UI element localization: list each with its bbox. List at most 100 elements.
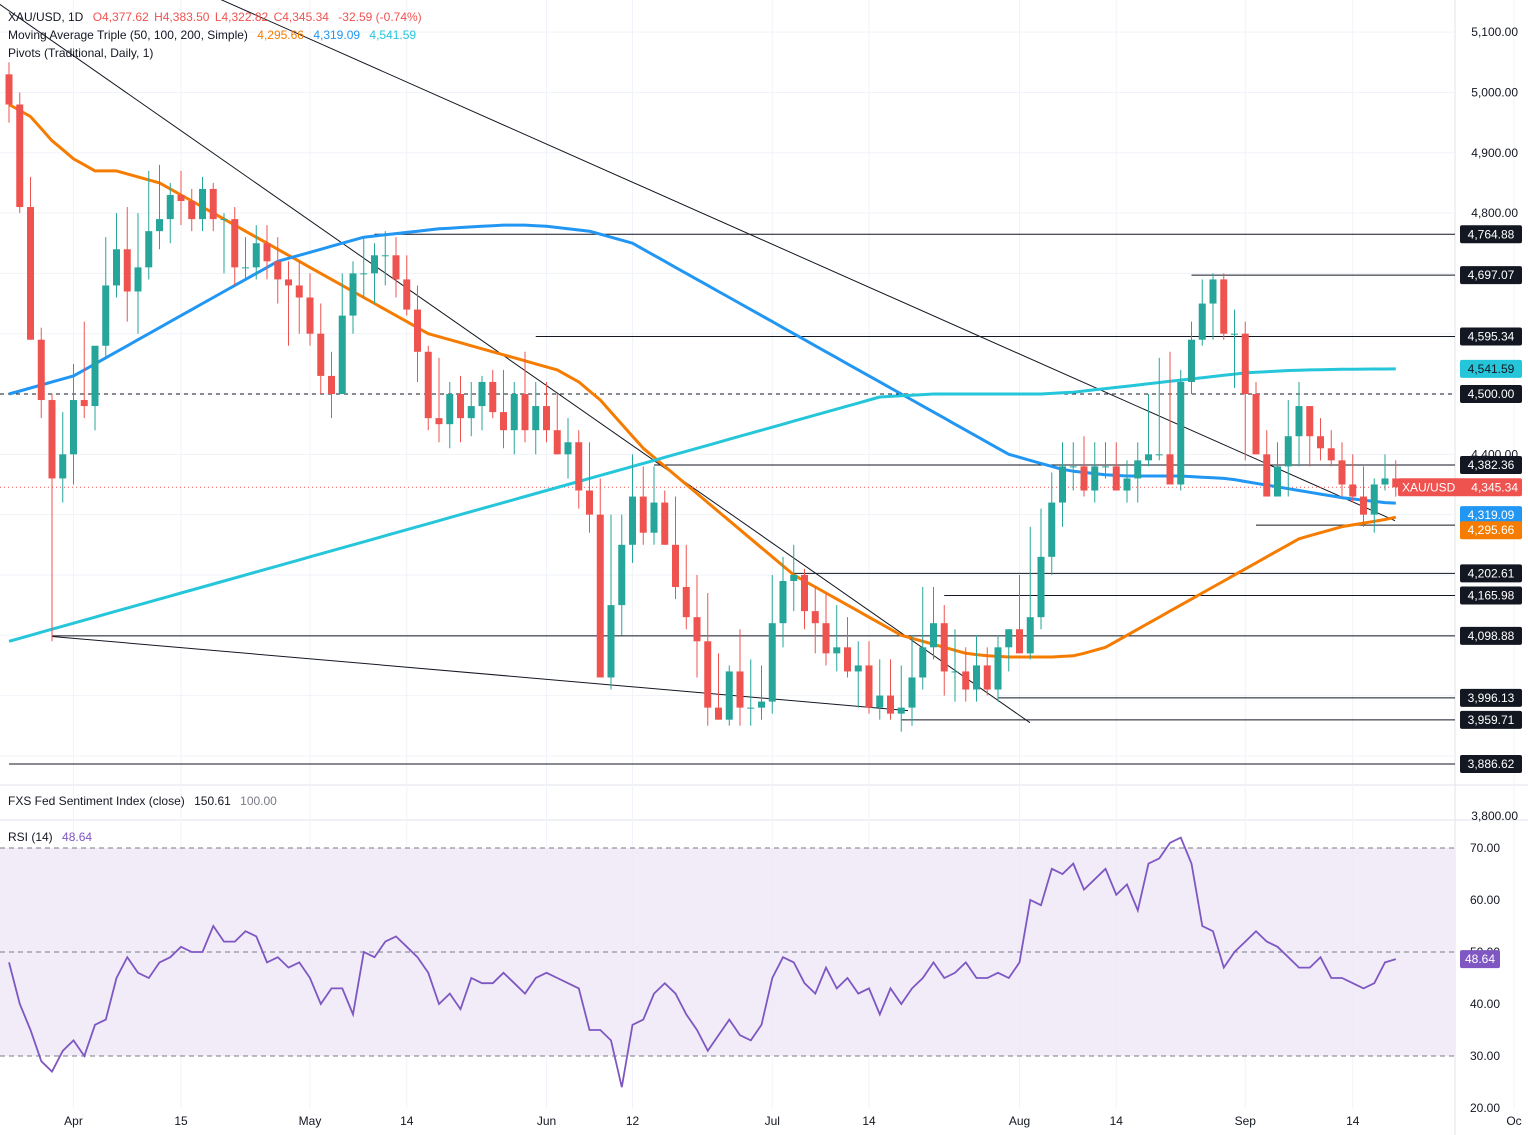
candle-body: [209, 188, 217, 220]
candle-body: [1295, 406, 1303, 437]
candle-body: [887, 695, 894, 714]
candle-body: [1145, 454, 1152, 461]
ma100-line: [8, 223, 1396, 505]
candle-body: [1370, 484, 1378, 515]
candle-body: [704, 641, 712, 708]
candle-body: [639, 496, 647, 533]
ma200-value: 4,541.59: [369, 28, 417, 42]
candle-body: [1177, 381, 1185, 485]
candle-body: [188, 201, 196, 220]
ma200-line: [8, 367, 1396, 643]
candle-body: [768, 623, 776, 702]
candle-body: [1005, 629, 1013, 648]
time-axis-tick: 14: [1346, 1114, 1360, 1128]
candle-body: [1102, 466, 1109, 468]
candle-body: [70, 400, 77, 455]
candle-body: [521, 394, 529, 431]
level-label-box: [1460, 225, 1522, 244]
candle-body: [618, 544, 626, 606]
candle-body: [715, 707, 722, 720]
rsi-axis-tick: 20.00: [1470, 1101, 1500, 1115]
rsi-value-label: 48.64: [1465, 952, 1495, 966]
price-axis-tick: 4,900.00: [1471, 146, 1518, 160]
candle-body: [983, 665, 991, 690]
level-label: 4,764.88: [1468, 227, 1515, 241]
candle-body: [725, 671, 733, 720]
price-axis-tick: 4,800.00: [1471, 206, 1518, 220]
candle-body: [682, 587, 690, 618]
candle-body: [317, 333, 325, 376]
rsi-axis-tick: 70.00: [1470, 841, 1500, 855]
sentiment-legend: FXS Fed Sentiment Index (close) 150.61 1…: [8, 794, 283, 808]
candle-body: [1080, 466, 1088, 491]
time-axis-tick: Oc: [1506, 1114, 1521, 1128]
candle-body: [467, 406, 475, 419]
candle-body: [951, 671, 959, 673]
sentiment-value: 150.61: [194, 794, 231, 808]
candle-body: [930, 623, 937, 648]
candle-body: [338, 315, 346, 395]
candle-body: [1048, 502, 1056, 557]
open-value: O4,377.62: [92, 10, 149, 24]
time-axis-tick: 14: [862, 1114, 876, 1128]
candle-body: [403, 279, 411, 310]
level-label-box: [1460, 385, 1522, 404]
candle-body: [564, 442, 572, 455]
level-label: 4,165.98: [1468, 588, 1515, 602]
level-label: 4,098.88: [1468, 629, 1515, 643]
candle-body: [295, 285, 303, 298]
candle-body: [607, 605, 615, 678]
candle-body: [80, 400, 88, 407]
candle-body: [1026, 617, 1034, 654]
candle-body: [5, 74, 13, 105]
ma-label: Moving Average Triple (50, 100, 200, Sim…: [8, 28, 248, 42]
candle-body: [736, 671, 744, 708]
candle-body: [1112, 466, 1120, 491]
level-label: 4,382.36: [1468, 458, 1515, 472]
rsi-axis-tick: 30.00: [1470, 1049, 1500, 1063]
candle-body: [1360, 496, 1367, 515]
candle-body: [1349, 484, 1357, 497]
candle-body: [1381, 478, 1389, 485]
candle-body: [1252, 394, 1260, 455]
price-axis-tick: 3,800.00: [1471, 809, 1518, 823]
level-label-box: [1460, 327, 1522, 346]
rsi-legend: RSI (14) 48.64: [8, 830, 98, 844]
time-axis-tick: Jul: [765, 1114, 780, 1128]
level-label: 4,500.00: [1468, 387, 1515, 401]
candle-body: [166, 194, 174, 220]
level-label-box: [1460, 626, 1522, 645]
candle-body: [1037, 556, 1045, 618]
candle-body: [1166, 454, 1174, 485]
candle-body: [994, 647, 1002, 690]
candle-body: [586, 490, 593, 515]
candle-body: [478, 381, 486, 407]
candle-body: [113, 249, 120, 286]
candle-body: [543, 406, 550, 431]
candle-body: [854, 665, 862, 672]
candle-body: [59, 454, 67, 479]
candle-body: [779, 580, 787, 624]
candle-body: [973, 665, 980, 690]
candle-body: [1284, 436, 1292, 467]
candle-body: [672, 544, 679, 588]
trendline: [51, 635, 909, 712]
candle-body: [156, 219, 163, 232]
candle-body: [414, 309, 421, 352]
candle-body: [833, 647, 841, 654]
candle-body: [822, 623, 830, 654]
level-label: 4,202.61: [1468, 566, 1515, 580]
candle-body: [510, 394, 518, 431]
candle-body: [962, 671, 970, 690]
candle-body: [1220, 279, 1228, 334]
candle-body: [328, 375, 335, 395]
time-axis-tick: Aug: [1009, 1114, 1030, 1128]
ma-legend: Moving Average Triple (50, 100, 200, Sim…: [8, 28, 422, 42]
candle-body: [919, 647, 927, 678]
change-value: -32.59 (-0.74%): [338, 10, 422, 24]
candle-body: [231, 219, 239, 268]
candle-body: [1263, 454, 1271, 497]
ma-label: 4,319.09: [1468, 508, 1515, 522]
ma100-value: 4,319.09: [313, 28, 361, 42]
